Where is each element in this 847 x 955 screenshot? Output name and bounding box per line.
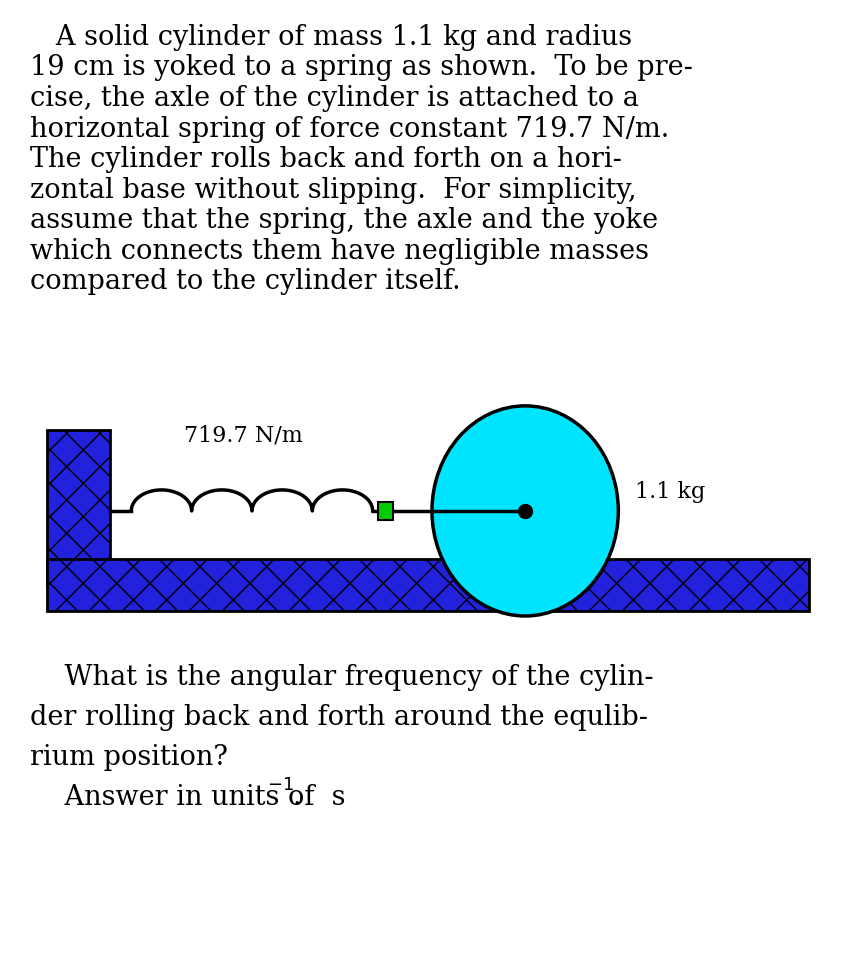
Text: A solid cylinder of mass 1.1 kg and radius: A solid cylinder of mass 1.1 kg and radi…: [30, 24, 632, 51]
Text: rium position?: rium position?: [30, 744, 228, 771]
Text: zontal base without slipping.  For simplicity,: zontal base without slipping. For simpli…: [30, 177, 636, 203]
Text: cise, the axle of the cylinder is attached to a: cise, the axle of the cylinder is attach…: [30, 85, 639, 112]
Text: horizontal spring of force constant 719.7 N/m.: horizontal spring of force constant 719.…: [30, 116, 669, 142]
Circle shape: [432, 406, 618, 616]
Text: Answer in units of  s: Answer in units of s: [30, 784, 345, 811]
Text: What is the angular frequency of the cylin-: What is the angular frequency of the cyl…: [30, 664, 653, 690]
Text: 719.7 N/m: 719.7 N/m: [184, 425, 303, 447]
Text: assume that the spring, the axle and the yoke: assume that the spring, the axle and the…: [30, 207, 658, 234]
Text: 1.1 kg: 1.1 kg: [635, 480, 706, 503]
Text: The cylinder rolls back and forth on a hori-: The cylinder rolls back and forth on a h…: [30, 146, 622, 173]
Text: 19 cm is yoked to a spring as shown.  To be pre-: 19 cm is yoked to a spring as shown. To …: [30, 54, 693, 81]
Text: der rolling back and forth around the equlib-: der rolling back and forth around the eq…: [30, 704, 648, 731]
Bar: [47, 559, 809, 611]
Bar: [47, 430, 110, 587]
Text: which connects them have negligible masses: which connects them have negligible mass…: [30, 238, 649, 265]
Text: .: .: [292, 784, 301, 811]
Text: compared to the cylinder itself.: compared to the cylinder itself.: [30, 268, 460, 295]
Text: $-1$: $-1$: [267, 776, 294, 795]
Bar: [378, 502, 393, 520]
